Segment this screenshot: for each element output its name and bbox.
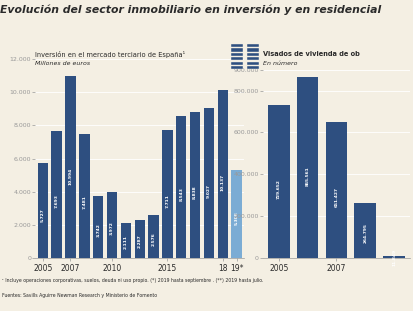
Bar <box>38 163 48 258</box>
Text: 651.427: 651.427 <box>334 187 337 207</box>
Text: 7.481: 7.481 <box>82 195 86 209</box>
Text: 7.711: 7.711 <box>165 194 169 207</box>
Bar <box>148 216 158 258</box>
Bar <box>231 62 242 65</box>
Bar <box>231 44 242 47</box>
Bar <box>107 192 117 258</box>
Text: 5.727: 5.727 <box>41 209 45 222</box>
Text: 10.137: 10.137 <box>220 174 224 191</box>
Text: 2.111: 2.111 <box>123 235 128 249</box>
Text: Fuentes: Savills Aguirre Newman Research y Ministerio de Fomento: Fuentes: Savills Aguirre Newman Research… <box>2 293 157 298</box>
Bar <box>79 134 89 258</box>
Bar <box>246 57 258 60</box>
Bar <box>246 48 258 52</box>
Bar <box>354 203 375 258</box>
Text: 8.838: 8.838 <box>192 185 197 199</box>
Text: 3.742: 3.742 <box>96 223 100 237</box>
Bar <box>246 53 258 56</box>
Bar <box>51 131 62 258</box>
Text: Visados de vivienda de ob: Visados de vivienda de ob <box>262 51 359 57</box>
Text: 865.561: 865.561 <box>305 167 309 186</box>
Bar <box>93 196 103 258</box>
Text: 10.994: 10.994 <box>68 167 72 185</box>
Text: 264.795: 264.795 <box>362 223 366 243</box>
Bar <box>296 77 318 258</box>
Bar <box>231 170 241 258</box>
Bar <box>162 130 172 258</box>
Text: 729.652: 729.652 <box>276 179 280 199</box>
Bar <box>217 90 228 258</box>
Bar <box>190 112 200 258</box>
Text: 9.027: 9.027 <box>206 184 211 198</box>
Bar <box>121 223 131 258</box>
Text: 8.543: 8.543 <box>179 188 183 201</box>
Bar <box>231 66 242 69</box>
Bar <box>231 53 242 56</box>
Text: 3.972: 3.972 <box>110 222 114 235</box>
Text: 7.693: 7.693 <box>55 194 59 207</box>
Bar <box>176 116 186 258</box>
Bar <box>325 122 347 258</box>
Bar <box>382 256 404 258</box>
Text: 2.576: 2.576 <box>151 232 155 246</box>
Text: En número: En número <box>262 61 297 66</box>
Text: Inversión en el mercado terciario de España¹: Inversión en el mercado terciario de Esp… <box>35 51 185 58</box>
Text: ¹ Incluye operaciones corporativas, suelos, deuda ni uso propio. (*) 2019 hasta : ¹ Incluye operaciones corporativas, suel… <box>2 278 263 283</box>
Text: 2.287: 2.287 <box>138 234 141 248</box>
Text: 5.308: 5.308 <box>234 212 238 225</box>
Bar <box>231 48 242 52</box>
Bar <box>246 62 258 65</box>
Bar <box>134 220 145 258</box>
Bar <box>246 44 258 47</box>
Text: 11.849: 11.849 <box>391 248 395 266</box>
Text: Millones de euros: Millones de euros <box>35 61 90 66</box>
Bar <box>231 57 242 60</box>
Bar <box>246 66 258 69</box>
Bar <box>267 105 289 258</box>
Bar <box>65 76 76 258</box>
Bar <box>203 109 214 258</box>
Text: Evolución del sector inmobiliario en inversión y en residencial: Evolución del sector inmobiliario en inv… <box>0 5 380 15</box>
